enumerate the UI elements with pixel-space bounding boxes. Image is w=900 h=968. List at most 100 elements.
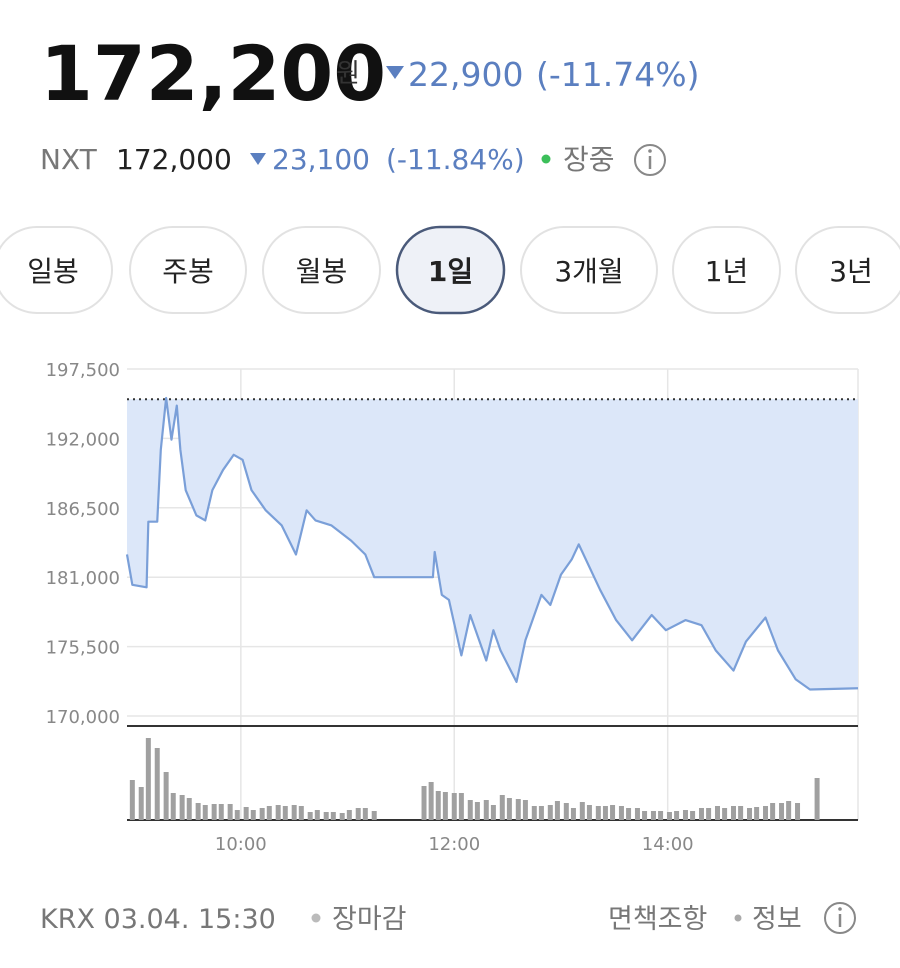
down-arrow <box>250 153 266 165</box>
volume-bar <box>814 778 820 820</box>
volume-bar <box>170 793 176 820</box>
volume-bar <box>371 811 377 820</box>
volume-bar <box>499 795 505 820</box>
volume-bar <box>674 811 680 820</box>
tab-label: 3개월 <box>554 255 623 288</box>
info-link[interactable]: 정보 <box>752 904 802 935</box>
tab-label: 일봉 <box>27 255 79 288</box>
tab-pill <box>520 226 658 314</box>
volume-bar <box>227 804 233 820</box>
volume-bar <box>195 803 201 820</box>
volume-bar <box>138 787 144 820</box>
disclaimer-link[interactable]: 면책조항 <box>608 904 707 935</box>
volume-bar <box>275 805 281 820</box>
volume-bar <box>515 799 521 820</box>
volume-bar <box>467 800 473 820</box>
volume-bar <box>538 806 544 820</box>
info-icon[interactable] <box>824 902 856 934</box>
tab[interactable]: 3년 <box>795 226 900 314</box>
separator-dot <box>311 913 321 923</box>
volume-bar <box>610 805 616 820</box>
volume-bar <box>706 808 712 820</box>
tab[interactable]: 3개월 <box>520 226 658 314</box>
volume-bar <box>435 791 441 820</box>
volume-bar <box>626 808 632 820</box>
volume-bar <box>531 806 537 820</box>
price-unit: 원 <box>336 59 360 89</box>
down-arrow <box>386 66 404 79</box>
change-pct: (-11.74%) <box>536 55 700 94</box>
volume-bar <box>339 813 345 820</box>
volume-bar <box>355 808 361 820</box>
volume-bar <box>163 772 169 820</box>
volume-bar <box>291 805 297 820</box>
tab-pill <box>395 225 506 315</box>
volume-bar <box>563 803 569 820</box>
info-icon[interactable] <box>634 144 666 176</box>
tab-label: 3년 <box>829 255 873 288</box>
tab-label: 1년 <box>705 255 749 288</box>
volume-bar <box>186 798 192 820</box>
y-tick-label: 192,000 <box>46 429 120 450</box>
volume-bar <box>451 793 457 820</box>
area-fill <box>127 398 858 690</box>
tab[interactable]: 주봉 <box>129 226 247 314</box>
y-tick-label: 186,500 <box>46 499 120 520</box>
volume-bar <box>786 801 792 820</box>
volume-bar <box>602 806 608 820</box>
volume-bar <box>474 802 480 820</box>
volume-bar <box>770 803 776 820</box>
tab-pill <box>262 226 381 314</box>
volume-bar <box>650 811 656 820</box>
volume-bar <box>442 792 448 820</box>
nxt-change-pct: (-11.84%) <box>386 143 525 176</box>
volume-bar <box>458 793 464 820</box>
volume-bar <box>579 802 585 820</box>
volume-bar <box>763 806 769 820</box>
volume-bar <box>666 812 672 820</box>
x-tick-label: 10:00 <box>215 834 267 855</box>
change: 22,900 <box>408 55 523 94</box>
volume-bar <box>154 748 160 820</box>
x-tick-label: 12:00 <box>428 834 480 855</box>
footer-status: 장마감 <box>332 904 407 935</box>
volume-bar <box>595 806 601 820</box>
tab[interactable]: 월봉 <box>262 226 381 314</box>
volume-bar <box>642 811 648 820</box>
tab-label: 1일 <box>428 255 473 288</box>
volume-bar <box>554 801 560 820</box>
volume-bar <box>218 804 224 820</box>
volume-bar <box>145 738 151 820</box>
volume-bar <box>243 807 249 820</box>
tab-pill <box>795 226 900 314</box>
volume-bar <box>211 804 217 820</box>
volume-bar <box>658 811 664 820</box>
nxt-label: NXT <box>40 143 98 176</box>
tab[interactable]: 일봉 <box>0 226 113 314</box>
volume-bar <box>421 786 427 820</box>
separator-dot <box>734 914 742 922</box>
volume-bar <box>714 806 720 820</box>
tab-pill <box>672 226 781 314</box>
tabs: 일봉 주봉 월봉 1일 3개월 1년 3년 <box>0 225 900 315</box>
price: 172,200 <box>40 29 386 118</box>
volume-bar <box>323 812 329 820</box>
volume-bar <box>754 807 760 820</box>
chart: 170,000 175,500 181,000 186,500 192,000 197,5… <box>46 360 859 855</box>
volume-bar <box>483 800 489 820</box>
status-dot <box>541 154 551 164</box>
volume-bar <box>690 811 696 820</box>
volume-bar <box>547 805 553 820</box>
volume-bar <box>298 806 304 820</box>
volume-bar <box>730 806 736 820</box>
volume-bar <box>779 803 785 820</box>
volume-bar <box>570 808 576 820</box>
volume-bar <box>330 812 336 820</box>
y-tick-label: 181,000 <box>46 568 120 589</box>
volume-bar <box>586 805 592 820</box>
tab[interactable]: 1년 <box>672 226 781 314</box>
tab[interactable]: 1일 <box>395 225 506 315</box>
volume-bar <box>179 795 185 820</box>
